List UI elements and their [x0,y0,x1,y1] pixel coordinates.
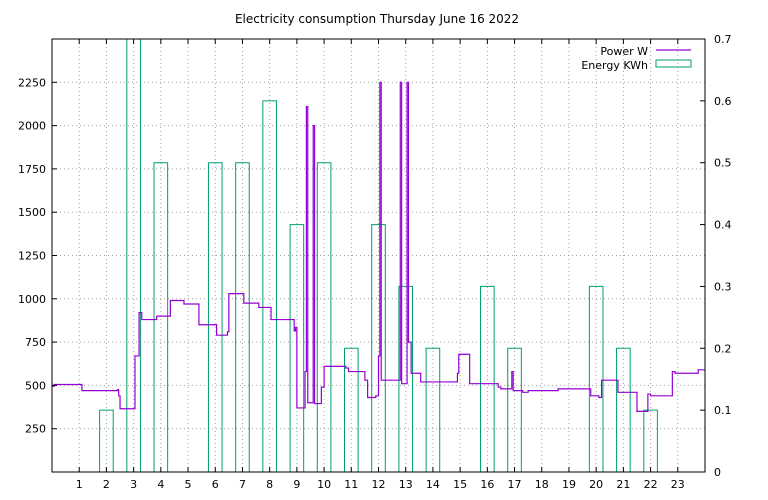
energy-bar [480,285,495,472]
energy-bar [343,347,359,472]
x-tick-label: 9 [293,478,300,491]
legend-swatch-energy [655,59,692,68]
y-tick-label-left: 750 [25,336,46,349]
grid [52,39,705,472]
y-tick-label-left: 250 [25,423,46,436]
energy-bar [289,224,305,472]
x-tick-label: 17 [508,478,522,491]
x-tick-label: 3 [130,478,137,491]
y-tick-label-right: 0.5 [714,157,732,170]
y-tick-label-left: 1500 [18,206,46,219]
y-tick-label-left: 2000 [18,120,46,133]
x-tick-label: 14 [426,478,440,491]
x-tick-label: 23 [671,478,685,491]
x-tick-label: 16 [480,478,494,491]
y-tick-label-left: 1000 [18,293,46,306]
x-tick-label: 19 [562,478,576,491]
x-tick-label: 1 [76,478,83,491]
energy-bar [235,162,250,472]
energy-bar [398,285,414,472]
plot-border [51,38,706,473]
energy-bar [425,347,441,472]
y-tick-label-right: 0.7 [714,33,732,46]
x-tick-label: 15 [453,478,467,491]
power-series [52,81,705,412]
legend-label-power: Power W [600,45,648,58]
power-line [52,81,705,412]
y-tick-label-left: 1250 [18,250,46,263]
x-tick-label: 10 [317,478,331,491]
x-tick-label: 6 [212,478,219,491]
x-tick-label: 20 [589,478,603,491]
axes: 1 2 3 4 5 6 7 8 9 10 11 12 13 14 15 16 17 18 19 20 21 22 23250… [18,33,732,491]
legend-label-energy: Energy KWh [581,59,648,72]
energy-bar [588,285,604,472]
y-tick-label-left: 1750 [18,163,46,176]
energy-bar [616,347,631,472]
energy-bar [643,409,658,472]
y-tick-label-left: 500 [25,379,46,392]
x-tick-label: 2 [103,478,110,491]
y-tick-label-right: 0.2 [714,342,732,355]
x-tick-label: 8 [266,478,273,491]
y-tick-label-right: 0.1 [714,404,732,417]
y-tick-label-left: 2250 [18,76,46,89]
y-tick-label-right: 0.3 [714,280,732,293]
y-tick-label-right: 0.6 [714,95,732,108]
y-tick-label-right: 0 [714,466,721,479]
x-tick-label: 21 [616,478,630,491]
x-tick-label: 7 [239,478,246,491]
x-tick-label: 22 [644,478,658,491]
legend: Power W Energy KWh [581,45,692,72]
energy-bar [99,409,114,472]
x-tick-label: 11 [344,478,358,491]
x-tick-label: 4 [157,478,164,491]
chart-title: Electricity consumption Thursday June 16… [235,12,519,26]
x-tick-label: 18 [535,478,549,491]
x-tick-label: 12 [372,478,386,491]
x-tick-label: 5 [185,478,192,491]
energy-bar [371,224,386,472]
energy-bar [153,162,169,472]
energy-bar [316,162,332,472]
energy-bar [507,347,522,472]
energy-bar [207,162,223,472]
energy-bar [262,100,277,472]
x-tick-label: 13 [399,478,413,491]
y-tick-label-right: 0.4 [714,219,732,232]
